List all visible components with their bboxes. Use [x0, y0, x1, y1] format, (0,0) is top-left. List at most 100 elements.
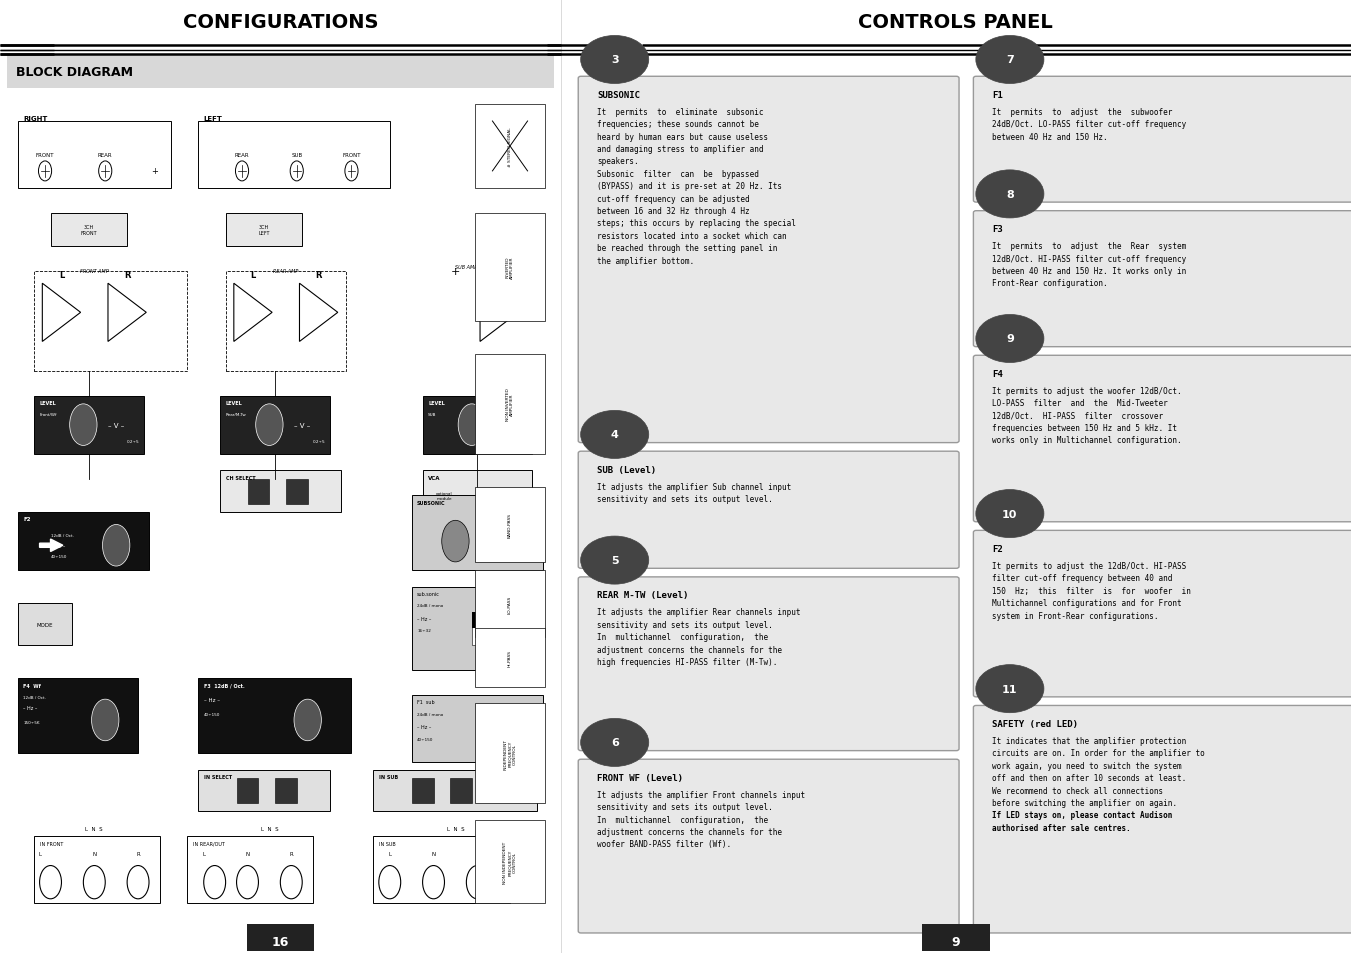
Bar [220, 471, 340, 513]
Text: 40÷150: 40÷150 [50, 554, 68, 558]
Circle shape [378, 865, 401, 899]
FancyBboxPatch shape [578, 578, 959, 751]
Text: before switching the amplifier on again.: before switching the amplifier on again. [992, 799, 1177, 807]
Text: 11: 11 [1002, 684, 1017, 694]
FancyBboxPatch shape [578, 77, 959, 443]
Text: L  N  S: L N S [261, 825, 278, 831]
Text: between 40 Hz and 150 Hz. It works only in: between 40 Hz and 150 Hz. It works only … [992, 267, 1186, 275]
Text: INVERTED
AMPLIFIER: INVERTED AMPLIFIER [505, 256, 515, 278]
Text: SAFETY (red LED): SAFETY (red LED) [992, 720, 1078, 728]
Text: work again, you need to switch the system: work again, you need to switch the syste… [992, 761, 1182, 770]
Circle shape [236, 865, 258, 899]
Circle shape [84, 865, 105, 899]
Text: – Hz –: – Hz – [50, 543, 65, 548]
Text: IN FRONT: IN FRONT [39, 841, 63, 845]
Text: frequencies between 150 Hz and 5 kHz. It: frequencies between 150 Hz and 5 kHz. It [992, 423, 1177, 433]
Text: – Hz –: – Hz – [417, 724, 431, 729]
Bar [18, 513, 149, 571]
Text: SUBSONIC: SUBSONIC [597, 91, 640, 99]
Bar [18, 679, 138, 754]
Text: sensitivity and sets its output level.: sensitivity and sets its output level. [597, 495, 773, 503]
Text: IN SUB: IN SUB [378, 774, 399, 780]
Text: 150  Hz;  this  filter  is  for  woofer  in: 150 Hz; this filter is for woofer in [992, 586, 1192, 595]
Text: It adjusts the amplifier Rear channels input: It adjusts the amplifier Rear channels i… [597, 608, 801, 617]
Bar [423, 396, 532, 455]
Circle shape [423, 865, 444, 899]
Text: L: L [250, 271, 255, 280]
Text: L  N  S: L N S [447, 825, 465, 831]
Text: R: R [289, 851, 293, 856]
FancyBboxPatch shape [578, 452, 959, 569]
Text: woofer BAND-PASS filter (Wf).: woofer BAND-PASS filter (Wf). [597, 840, 731, 848]
Bar [50, 213, 127, 247]
Text: RIGHT: RIGHT [23, 116, 47, 122]
Text: between 40 Hz and 150 Hz.: between 40 Hz and 150 Hz. [992, 132, 1108, 141]
Text: It permits to adjust the woofer 12dB/Oct.: It permits to adjust the woofer 12dB/Oct… [992, 386, 1182, 395]
Bar [476, 213, 544, 321]
Text: 0.2÷5: 0.2÷5 [127, 440, 139, 444]
Text: It adjusts the amplifier Front channels input: It adjusts the amplifier Front channels … [597, 790, 805, 799]
Text: Front-Rear configuration.: Front-Rear configuration. [992, 279, 1108, 288]
Text: L  N  S: L N S [85, 825, 103, 831]
Bar [373, 770, 538, 812]
Text: resistors located into a socket which can: resistors located into a socket which ca… [597, 232, 786, 240]
Bar [247, 479, 269, 504]
Text: frequencies; these sounds cannot be: frequencies; these sounds cannot be [597, 120, 759, 129]
Text: F1: F1 [992, 91, 1002, 99]
Text: LO-PASS  filter  and  the  Mid-Tweeter: LO-PASS filter and the Mid-Tweeter [992, 398, 1169, 408]
Circle shape [92, 700, 119, 741]
Text: adjustment concerns the channels for the: adjustment concerns the channels for the [597, 827, 782, 836]
Text: F3  12dB / Oct.: F3 12dB / Oct. [204, 682, 245, 688]
Text: Rear/M-Tw: Rear/M-Tw [226, 413, 246, 416]
Text: R: R [315, 271, 322, 280]
Text: F3: F3 [992, 225, 1002, 233]
Bar [476, 703, 544, 803]
Bar [246, 924, 313, 951]
Text: – Hz –: – Hz – [417, 617, 431, 621]
Text: 24dB / mono: 24dB / mono [417, 712, 443, 716]
Text: REAR M-TW (Level): REAR M-TW (Level) [597, 591, 689, 599]
Text: NON INDEPENDENT
FREQUENCY
CONTROL: NON INDEPENDENT FREQUENCY CONTROL [504, 841, 516, 882]
Text: 6: 6 [611, 738, 619, 748]
Text: # STEREO SIGNAL: # STEREO SIGNAL [508, 127, 512, 167]
Bar [199, 770, 330, 812]
Bar [18, 122, 170, 189]
Text: 16÷32: 16÷32 [417, 629, 431, 633]
Bar [18, 604, 73, 645]
Text: LEVEL: LEVEL [39, 400, 57, 405]
Text: FRONT: FRONT [36, 152, 54, 157]
Text: – Hz –: – Hz – [23, 705, 38, 710]
Bar [505, 612, 516, 645]
Circle shape [442, 520, 469, 562]
Circle shape [581, 537, 648, 584]
Circle shape [975, 36, 1044, 85]
Text: 150÷5K: 150÷5K [23, 720, 39, 724]
Text: BY-PASS
BYP12: BY-PASS BYP12 [496, 492, 513, 500]
Bar [476, 820, 544, 903]
Text: authorised after sale centres.: authorised after sale centres. [992, 823, 1131, 832]
Text: works only in Multichannel configuration.: works only in Multichannel configuration… [992, 436, 1182, 445]
Circle shape [281, 865, 303, 899]
Text: F1  sub: F1 sub [417, 700, 435, 704]
Text: IN SELECT: IN SELECT [204, 774, 232, 780]
FancyBboxPatch shape [973, 706, 1351, 933]
Text: It  permits  to  eliminate  subsonic: It permits to eliminate subsonic [597, 108, 763, 116]
Text: We recommend to check all connections: We recommend to check all connections [992, 786, 1163, 795]
Bar [505, 612, 516, 629]
Circle shape [581, 36, 648, 85]
Text: CONFIGURATIONS: CONFIGURATIONS [182, 13, 378, 32]
Bar [236, 779, 258, 803]
Text: LEVEL: LEVEL [428, 400, 444, 405]
FancyBboxPatch shape [973, 77, 1351, 203]
Text: REAR: REAR [97, 152, 112, 157]
Text: L: L [203, 851, 205, 856]
Bar [471, 612, 482, 645]
Text: and damaging stress to amplifier and: and damaging stress to amplifier and [597, 145, 763, 153]
Text: 12dB / Oct.: 12dB / Oct. [50, 534, 73, 537]
Text: N: N [246, 851, 250, 856]
Circle shape [581, 411, 648, 459]
Text: – V –: – V – [497, 422, 513, 428]
Circle shape [70, 404, 97, 446]
FancyBboxPatch shape [578, 760, 959, 933]
Text: 4: 4 [611, 430, 619, 440]
